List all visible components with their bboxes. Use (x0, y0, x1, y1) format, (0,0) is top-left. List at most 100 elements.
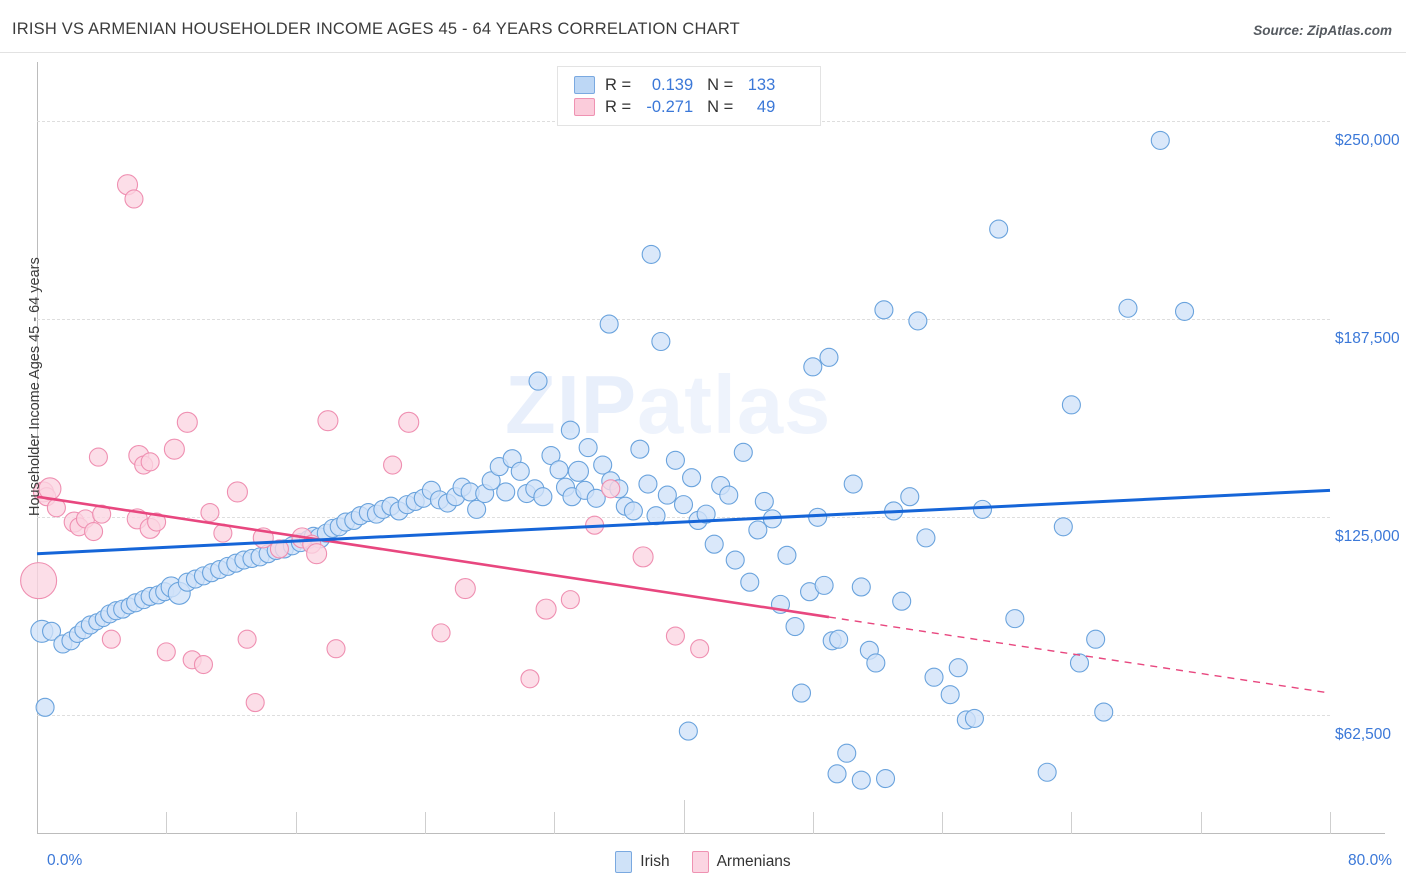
data-point[interactable] (317, 410, 339, 432)
data-point[interactable] (578, 438, 598, 458)
data-point[interactable] (924, 667, 944, 687)
data-point[interactable] (1174, 301, 1195, 321)
data-point[interactable] (541, 445, 561, 466)
data-point[interactable] (84, 521, 104, 542)
data-point[interactable] (496, 482, 516, 502)
data-point[interactable] (1069, 653, 1090, 673)
data-point[interactable] (176, 411, 198, 433)
data-point[interactable] (866, 653, 886, 673)
data-point[interactable] (704, 534, 724, 554)
data-point[interactable] (829, 629, 849, 649)
data-point[interactable] (875, 769, 896, 789)
data-point[interactable] (383, 455, 403, 475)
data-point[interactable] (651, 331, 671, 352)
data-point[interactable] (533, 487, 553, 507)
data-point[interactable] (892, 591, 912, 611)
data-point[interactable] (398, 411, 420, 433)
data-point[interactable] (269, 539, 289, 559)
data-point[interactable] (725, 550, 745, 570)
data-point[interactable] (719, 485, 739, 505)
data-point[interactable] (814, 575, 834, 595)
data-point[interactable] (665, 450, 685, 470)
data-point[interactable] (593, 455, 613, 475)
data-point[interactable] (673, 495, 694, 515)
data-point[interactable] (748, 520, 768, 540)
legend-item-irish[interactable]: Irish (615, 851, 670, 873)
data-point[interactable] (528, 371, 548, 391)
data-point[interactable] (237, 629, 257, 649)
data-point[interactable] (88, 447, 108, 467)
data-point[interactable] (1053, 517, 1073, 537)
data-point[interactable] (35, 697, 55, 717)
data-point[interactable] (785, 616, 805, 637)
data-point[interactable] (1061, 395, 1081, 415)
data-point[interactable] (601, 479, 621, 499)
data-point[interactable] (843, 474, 863, 494)
data-point[interactable] (1037, 762, 1057, 782)
data-point[interactable] (92, 504, 112, 524)
data-point[interactable] (803, 357, 823, 377)
data-point[interactable] (690, 639, 710, 659)
data-point[interactable] (940, 685, 960, 705)
data-point[interactable] (124, 189, 144, 209)
data-point[interactable] (641, 244, 661, 264)
data-point[interactable] (808, 507, 828, 527)
data-point[interactable] (535, 598, 557, 620)
data-point[interactable] (791, 683, 812, 703)
data-point[interactable] (665, 626, 685, 646)
data-point[interactable] (520, 669, 540, 689)
data-point[interactable] (41, 621, 62, 641)
data-point[interactable] (549, 460, 569, 480)
data-point[interactable] (586, 488, 606, 508)
data-point[interactable] (1005, 609, 1025, 629)
data-point[interactable] (481, 471, 501, 491)
data-point[interactable] (989, 219, 1009, 239)
data-point[interactable] (306, 543, 328, 565)
data-point[interactable] (916, 528, 936, 548)
data-point[interactable] (964, 708, 984, 728)
data-point[interactable] (101, 629, 121, 649)
data-point[interactable] (900, 487, 920, 507)
data-point[interactable] (972, 499, 993, 519)
data-point[interactable] (777, 545, 797, 565)
data-point[interactable] (510, 461, 530, 481)
data-point[interactable] (467, 499, 487, 519)
data-point[interactable] (163, 438, 185, 460)
data-point[interactable] (147, 512, 167, 532)
data-point[interactable] (326, 639, 346, 659)
data-point[interactable] (851, 770, 871, 790)
data-point[interactable] (560, 420, 580, 440)
data-point[interactable] (245, 693, 265, 713)
data-point[interactable] (1086, 629, 1106, 649)
data-point[interactable] (948, 658, 968, 678)
data-point[interactable] (657, 485, 677, 505)
data-point[interactable] (819, 347, 839, 367)
data-point[interactable] (851, 577, 871, 597)
data-point[interactable] (678, 721, 698, 741)
data-point[interactable] (623, 501, 643, 521)
data-point[interactable] (156, 642, 176, 662)
data-point[interactable] (140, 452, 160, 472)
data-point[interactable] (754, 491, 774, 511)
data-point[interactable] (226, 481, 248, 503)
data-point[interactable] (1118, 298, 1138, 318)
data-point[interactable] (560, 590, 580, 610)
data-point[interactable] (200, 502, 220, 523)
data-point[interactable] (567, 460, 589, 482)
data-point[interactable] (638, 474, 658, 494)
data-point[interactable] (599, 314, 619, 334)
data-point[interactable] (20, 562, 58, 600)
data-point[interactable] (837, 743, 857, 763)
data-point[interactable] (827, 764, 847, 784)
data-point[interactable] (740, 572, 760, 592)
data-point[interactable] (632, 546, 654, 568)
data-point[interactable] (682, 468, 702, 488)
data-point[interactable] (874, 300, 894, 320)
data-point[interactable] (193, 655, 214, 675)
data-point[interactable] (431, 623, 451, 643)
data-point[interactable] (454, 577, 476, 600)
legend-item-armenians[interactable]: Armenians (691, 851, 791, 873)
data-point[interactable] (1094, 702, 1114, 722)
data-point[interactable] (696, 504, 716, 524)
data-point[interactable] (733, 442, 753, 462)
